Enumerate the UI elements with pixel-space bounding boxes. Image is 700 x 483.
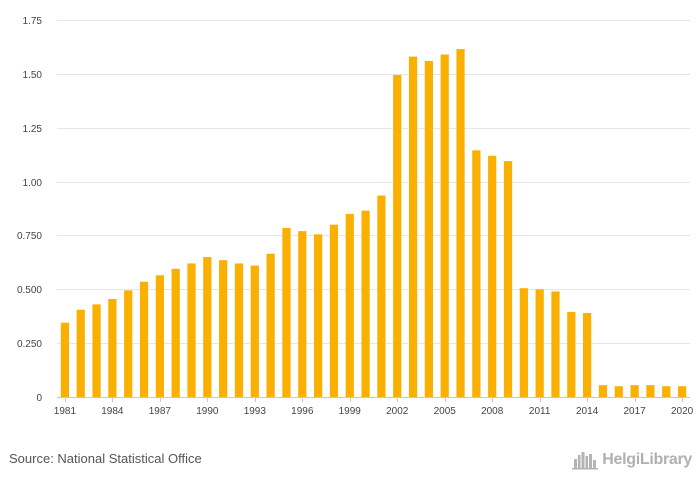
bar-1991 — [219, 260, 228, 397]
y-tick-label: 0 — [36, 393, 42, 404]
bar-2009 — [503, 161, 513, 397]
bar-1997 — [314, 234, 323, 397]
bar-2003 — [408, 56, 418, 398]
bar-1981 — [60, 322, 70, 397]
x-tick-label: 2020 — [671, 406, 694, 417]
footer: Source: National Statistical Office Helg… — [0, 440, 700, 483]
bar-2016 — [614, 386, 623, 397]
bar-1998 — [329, 224, 339, 397]
bar-2001 — [377, 195, 386, 397]
bar-2008 — [488, 155, 497, 397]
bar-1993 — [250, 265, 259, 397]
x-tick-label: 2017 — [623, 406, 646, 417]
bar-2000 — [361, 210, 370, 397]
city-skyline-icon — [572, 452, 599, 470]
bar-1992 — [234, 263, 244, 397]
bar-chart: 0 0.250 0.500 0.750 1.00 1.25 1.50 1.75 1981 1984… — [17, 16, 694, 417]
x-tick-label: 2011 — [529, 406, 551, 417]
bar-1983 — [92, 304, 101, 397]
bar-2013 — [567, 311, 576, 397]
x-tick-label: 1981 — [54, 406, 77, 417]
x-tick-label: 2005 — [434, 406, 457, 417]
brand-logo[interactable]: HelgiLibrary — [572, 448, 692, 472]
y-tick-label: 0.750 — [17, 231, 42, 242]
bar-1995 — [282, 227, 291, 397]
y-tick-label: 1.25 — [23, 124, 43, 135]
x-tick-label: 2014 — [576, 406, 599, 417]
x-tick-label: 1990 — [196, 406, 219, 417]
bar-2004 — [424, 60, 433, 398]
x-tick-label: 1999 — [339, 406, 362, 417]
y-tick-label: 0.500 — [17, 285, 42, 296]
bar-1994 — [266, 253, 275, 397]
bar-2006 — [456, 49, 465, 397]
bar-1989 — [187, 263, 196, 397]
bar-2010 — [519, 288, 528, 397]
bar-2020 — [677, 386, 687, 397]
bar-2019 — [662, 386, 671, 397]
y-tick-label: 1.00 — [23, 178, 43, 189]
chart: 0 0.250 0.500 0.750 1.00 1.25 1.50 1.75 1981 1984… — [17, 16, 694, 417]
x-tick-label: 1987 — [149, 406, 172, 417]
bar-2017 — [630, 385, 639, 397]
bar-1990 — [203, 256, 212, 397]
bar-1982 — [76, 309, 85, 397]
bar-2011 — [535, 289, 544, 397]
source-label: Source: National Statistical Office — [9, 451, 202, 466]
bar-1984 — [108, 298, 117, 397]
bar-2012 — [551, 291, 560, 397]
x-tick-label: 2008 — [481, 406, 504, 417]
bar-2014 — [583, 312, 592, 397]
bar-1988 — [171, 268, 180, 397]
bar-1985 — [124, 290, 133, 397]
y-tick-label: 1.50 — [23, 70, 43, 81]
brand-name: HelgiLibrary — [602, 451, 692, 468]
bar-2015 — [598, 385, 608, 397]
bar-2018 — [646, 385, 655, 397]
bar-1986 — [139, 281, 149, 397]
bar-2007 — [472, 150, 481, 397]
x-tick-label: 1993 — [244, 406, 267, 417]
x-tick-label: 1996 — [291, 406, 314, 417]
x-tick-label: 1984 — [101, 406, 124, 417]
y-tick-label: 1.75 — [23, 16, 43, 27]
bar-1999 — [345, 213, 354, 397]
x-tick-label: 2002 — [386, 406, 409, 417]
bar-1987 — [155, 275, 164, 397]
y-tick-label: 0.250 — [17, 339, 42, 350]
bar-2005 — [440, 54, 449, 397]
bar-1996 — [298, 231, 307, 397]
bar-2002 — [393, 74, 402, 398]
